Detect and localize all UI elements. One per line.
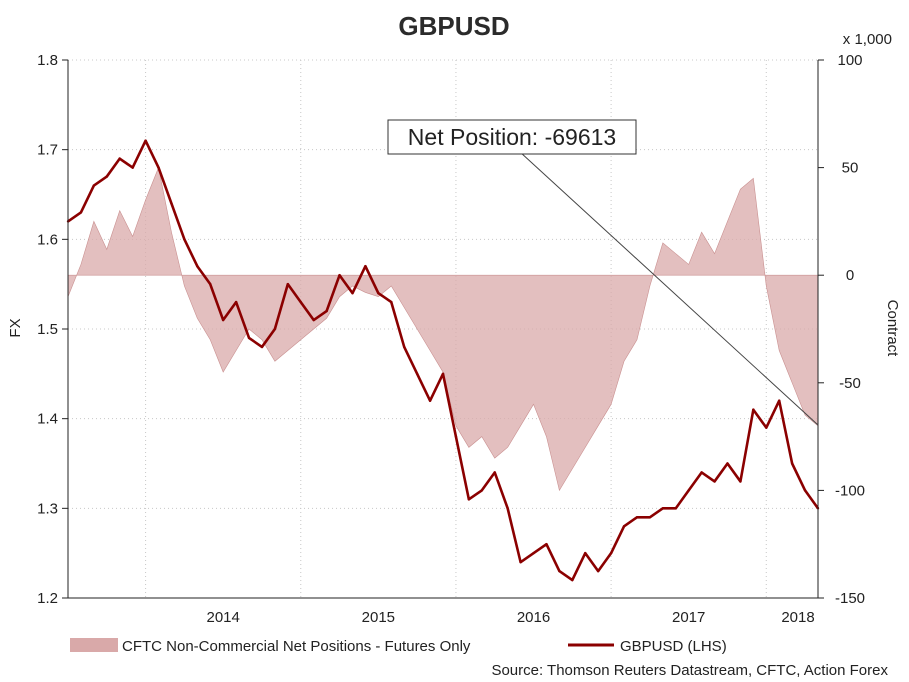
gbpusd-point [558, 569, 561, 573]
gbpusd-point [351, 291, 354, 295]
plot-area: 2014 2015 2016 2017 2018 1.2 1.3 1.4 1.5 1.6 1.7 1.… [37, 52, 865, 626]
gbpusd-point [790, 462, 794, 465]
gbpusd-point [105, 175, 108, 178]
right-axis-label: Contract [884, 300, 901, 358]
legend-swatch-cftc [70, 638, 118, 652]
gbpusd-point [545, 543, 548, 546]
gbpusd-point [609, 551, 613, 555]
gbpusd-point [428, 399, 432, 402]
legend-label-cftc: CFTC Non-Commercial Net Positions - Futu… [122, 638, 471, 655]
chart-title: GBPUSD [398, 11, 509, 41]
left-tick-label: 1.6 [37, 231, 58, 248]
left-tick-label: 1.2 [37, 590, 58, 607]
gbpusd-point [131, 166, 134, 169]
gbpusd-point [739, 480, 742, 483]
gbpusd-point [778, 399, 781, 402]
gbpusd-point [118, 157, 121, 160]
gbpusd-point [803, 489, 807, 492]
gbpusd-point [377, 291, 380, 295]
gbpusd-point [144, 139, 147, 142]
left-tick-label: 1.3 [37, 500, 58, 517]
x-tick-label: 2018 [781, 609, 814, 626]
gbpusd-point [390, 300, 393, 304]
gbpusd-point [622, 525, 626, 528]
gbpusd-point [648, 516, 652, 519]
annotation-leader-line [519, 151, 819, 426]
gbpusd-point [338, 274, 341, 277]
gbpusd-point [403, 345, 406, 349]
gbpusd-point [79, 211, 83, 214]
gbpusd-point [674, 507, 677, 510]
annotation-text: Net Position: -69613 [408, 124, 616, 150]
x-tick-label: 2015 [362, 609, 395, 626]
left-tick-label: 1.7 [37, 142, 58, 159]
gbpusd-point [700, 471, 703, 474]
gbpusd-point [454, 435, 458, 438]
gbpusd-point [157, 166, 160, 169]
right-tick-label: 50 [842, 160, 859, 177]
gbpusd-point [183, 238, 186, 241]
gbpusd-point [170, 202, 173, 205]
gbpusd-point [765, 426, 768, 429]
right-tick-label: -150 [835, 590, 865, 607]
gbpusd-point [441, 372, 445, 376]
gbpusd-point [364, 265, 367, 268]
gbpusd-point [196, 265, 199, 268]
x-tick-label: 2014 [206, 609, 239, 626]
left-tick-label: 1.4 [37, 411, 58, 428]
gbpusd-point [234, 300, 238, 304]
gbpusd-point [687, 489, 690, 492]
legend-label-gbpusd: GBPUSD (LHS) [620, 638, 727, 655]
left-tick-label: 1.8 [37, 52, 58, 69]
gbpusd-point [506, 507, 509, 510]
right-axis-multiplier: x 1,000 [843, 31, 892, 48]
gbpusd-point [584, 551, 587, 555]
gbpusd-point [635, 516, 639, 519]
source-note: Source: Thomson Reuters Datastream, CFTC… [491, 662, 888, 679]
gbpusd-point [273, 327, 277, 331]
gbpusd-point [247, 336, 251, 340]
gbpusd-point [713, 480, 716, 483]
gbpusd-point [752, 408, 755, 411]
gbpusd-point [325, 309, 328, 313]
gbpusd-point [532, 551, 535, 555]
gbpusd-point [571, 578, 574, 582]
x-tick-label: 2017 [672, 609, 705, 626]
right-tick-label: 100 [837, 52, 862, 69]
right-tick-label: -100 [835, 482, 865, 499]
annotation-box [387, 119, 637, 155]
gbpusd-point [221, 318, 225, 322]
gbpusd-point [726, 462, 729, 465]
gbpusd-point [493, 471, 496, 474]
gbpusd-point [286, 282, 290, 286]
gbpusd-point [519, 560, 522, 564]
x-tick-label: 2016 [517, 609, 550, 626]
gbpusd-point [467, 498, 471, 501]
gbpusd-point [661, 507, 665, 510]
gbpusd-point [92, 184, 96, 187]
gbpusd-point [312, 318, 315, 322]
right-tick-label: -50 [839, 375, 861, 392]
right-tick-label: 0 [846, 267, 854, 284]
left-tick-label: 1.5 [37, 321, 58, 338]
gbpusd-point [596, 569, 600, 573]
gbpusd-point [299, 300, 302, 304]
gbpusd-point [480, 489, 483, 492]
left-axis-label: FX [7, 318, 24, 337]
legend: CFTC Non-Commercial Net Positions - Futu… [70, 638, 727, 655]
gbpusd-point [415, 372, 419, 376]
gbpusd-point [209, 282, 212, 286]
gbpusd-point [260, 345, 264, 349]
